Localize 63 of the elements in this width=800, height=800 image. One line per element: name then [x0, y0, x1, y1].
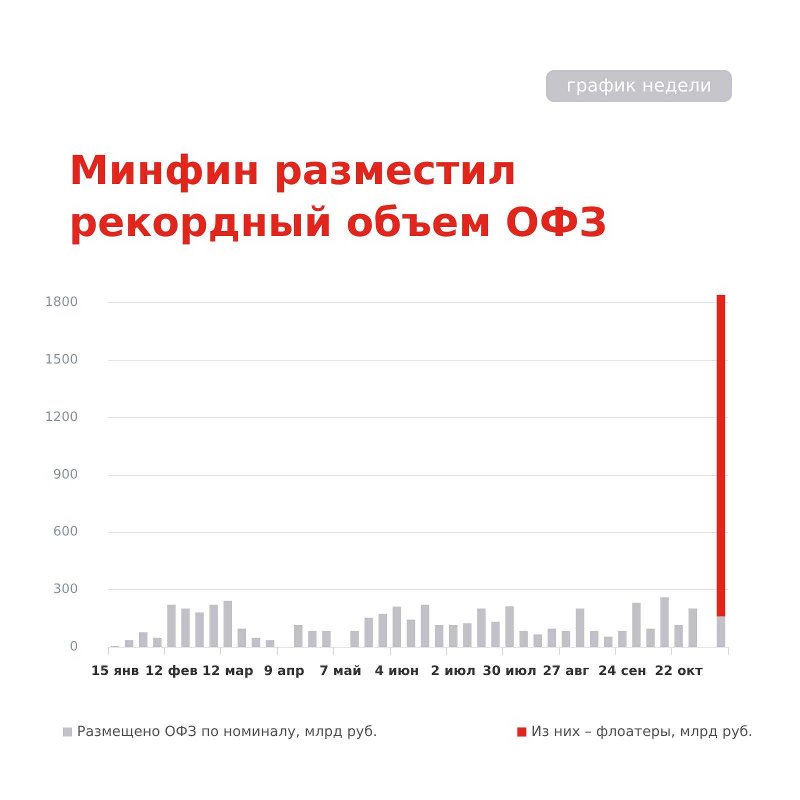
bar [449, 624, 458, 647]
bar [604, 636, 612, 647]
bar [124, 640, 134, 647]
x-tick-label: 22 окт [654, 664, 704, 679]
bar [238, 628, 246, 647]
x-tick-label: 2 июл [430, 664, 476, 679]
x-tick-label: 15 янв [90, 664, 140, 679]
bar [646, 628, 655, 647]
y-tick-label: 600 [53, 524, 78, 540]
x-tick-label: 9 апр [264, 664, 304, 679]
y-tick-label: 900 [53, 467, 78, 482]
y-tick-label: 300 [53, 582, 78, 598]
bar [434, 624, 444, 647]
legend-label: Из них – флоатеры, млрд руб. [531, 724, 753, 740]
bar [294, 624, 302, 647]
bar [406, 620, 416, 647]
bar [505, 606, 514, 647]
bar [224, 600, 232, 647]
bar [534, 634, 542, 647]
bar [632, 602, 641, 647]
bar [590, 630, 598, 647]
bar [716, 616, 726, 647]
x-tick-label: 4 июн [374, 664, 420, 679]
bar [252, 638, 260, 647]
bar [308, 630, 317, 647]
bar [562, 630, 570, 647]
x-tick-label: 7 май [319, 664, 362, 679]
bar [618, 630, 627, 647]
bar [364, 618, 373, 647]
x-tick-label: 12 мар [202, 664, 254, 679]
bar [688, 608, 697, 647]
bar [167, 604, 176, 647]
bar [266, 640, 274, 647]
x-tick-label: 27 авг [542, 664, 590, 679]
x-tick-label: 24 сен [598, 664, 646, 679]
y-tick-label: 1500 [44, 352, 78, 368]
bar [491, 622, 500, 647]
bar [674, 624, 683, 647]
bar [576, 608, 584, 647]
bar [322, 630, 331, 647]
bar [209, 604, 218, 647]
bar [153, 638, 162, 647]
bar [392, 606, 402, 647]
legend-label: Размещено ОФЗ по номиналу, млрд руб. [77, 724, 378, 740]
y-tick-label: 0 [70, 640, 78, 654]
bar [139, 632, 148, 647]
bar [420, 604, 430, 647]
y-tick-label: 1200 [44, 410, 78, 425]
bar [463, 623, 472, 647]
bar [716, 294, 726, 616]
bar [350, 630, 359, 647]
bar [519, 630, 528, 647]
text: график недели [566, 76, 712, 96]
bar [181, 608, 190, 647]
bar [477, 608, 486, 647]
bar [378, 614, 387, 647]
x-tick-label: 12 фев [145, 664, 198, 679]
bar [548, 628, 556, 647]
chart-title: Минфин разместил рекордный объем ОФЗ [69, 148, 608, 246]
bar [660, 597, 669, 647]
y-tick-label: 1800 [44, 295, 78, 310]
x-tick-label: 30 июл [482, 664, 537, 679]
bar [195, 612, 204, 647]
